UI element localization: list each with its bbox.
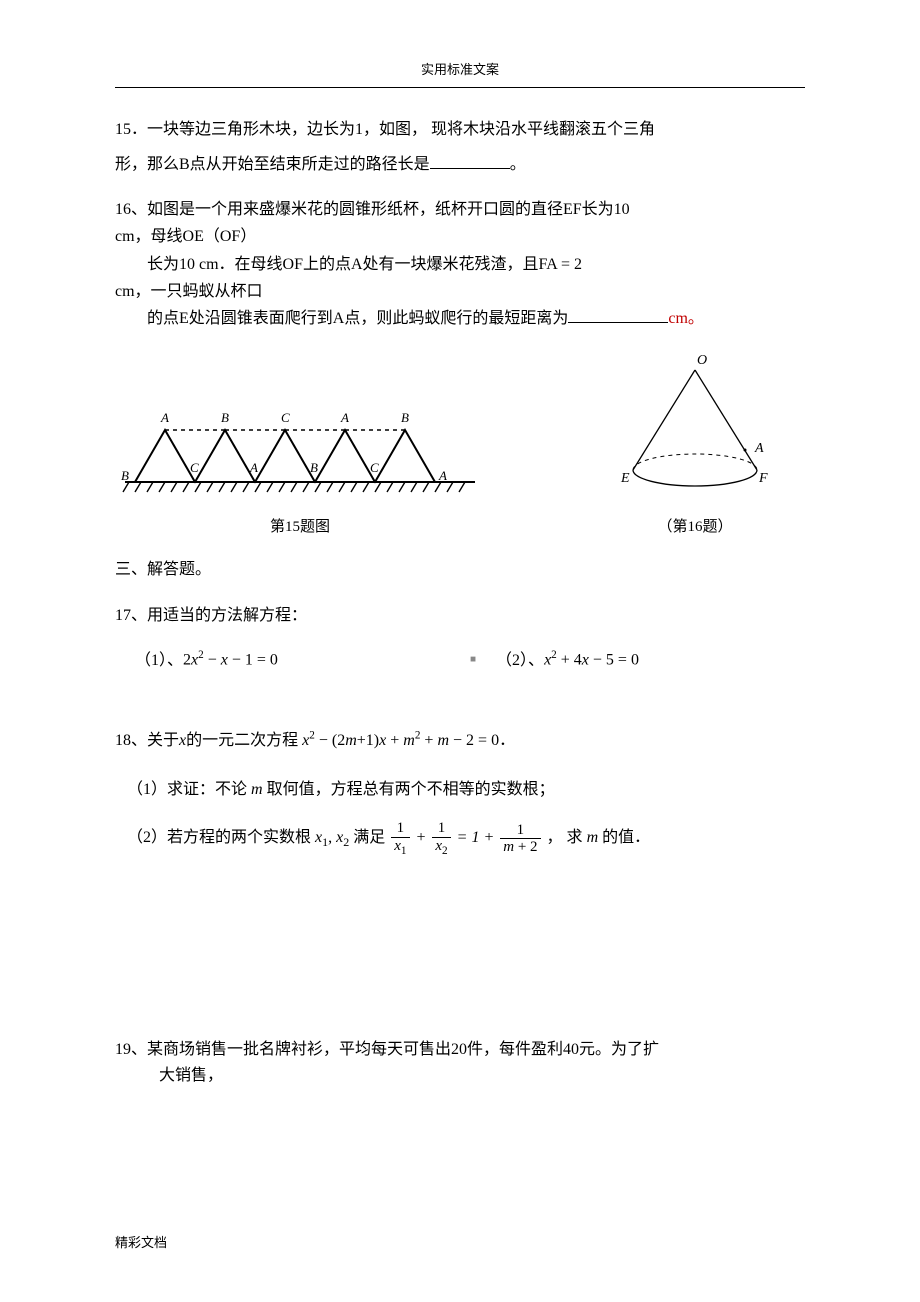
q16-blank — [568, 306, 668, 323]
section-3-heading: 三、解答题。 — [115, 557, 805, 583]
page-header: 实用标准文案 — [115, 60, 805, 81]
tri-label-Bstart: B — [121, 468, 129, 483]
q17-sep-dot: ■ — [470, 652, 476, 668]
q18-frac1-den: x1 — [391, 838, 409, 857]
q16-line2: cm，母线OE（OF） — [115, 228, 256, 245]
q16-line4: cm，一只蚂蚁从杯口 — [115, 283, 263, 300]
q17-eq1: （1）、 2x2 − x − 1 = 0 — [135, 647, 470, 673]
q17-eq1-math: 2x2 − x − 1 = 0 — [183, 647, 278, 673]
tri-label-B2: B — [401, 410, 409, 425]
q18-frac2-den: x2 — [432, 838, 450, 857]
figure-captions: 第15题图 （第16题） — [115, 515, 805, 539]
q18-frac1-num: 1 — [391, 820, 409, 838]
q17-eq2: ■ （2）、 x2 + 4x − 5 = 0 — [470, 647, 805, 673]
q18-frac3-num: 1 — [500, 822, 540, 840]
cone-label-F: F — [758, 471, 768, 486]
q18-p2-pre: （2）若方程的两个实数根 — [127, 829, 315, 846]
page: 实用标准文案 15．一块等边三角形木块，边长为1，如图， 现将木块沿水平线翻滚五… — [0, 0, 920, 1302]
q18-p2-m: m — [587, 829, 599, 846]
q16-unit: cm — [668, 310, 688, 327]
q16: 16、如图是一个用来盛爆米花的圆锥形纸杯，纸杯开口圆的直径EF长为10 cm，母… — [115, 196, 805, 332]
q19-line1: 19、某商场销售一批名牌衬衫，平均每天可售出20件，每件盈利40元。为了扩 — [115, 1037, 805, 1063]
cone-label-E: E — [620, 471, 630, 486]
fig16-caption: （第16题） — [585, 515, 805, 539]
tri-label-B1: B — [221, 410, 229, 425]
figures-row: A B C A B C A B C B A O — [115, 350, 805, 509]
q18-stem: 18、关于x的一元二次方程 x2 − (2m+1)x + m2 + m − 2 … — [115, 723, 805, 758]
q16-line5: 的点E处沿圆锥表面爬行到A点，则此蚂蚁爬行的最短距离为 — [147, 310, 568, 327]
page-footer: 精彩文档 — [115, 1233, 167, 1254]
q15-line1: 15．一块等边三角形木块，边长为1，如图， 现将木块沿水平线翻滚五个三角 — [115, 121, 655, 138]
triangles-svg: A B C A B C A B C B A — [115, 390, 485, 500]
cone-svg: O A E F — [605, 350, 785, 500]
q18-frac1: 1x1 — [391, 820, 409, 857]
q18-p1-post: 取何值，方程总有两个不相等的实数根； — [263, 781, 555, 798]
q19-line2: 大销售， — [127, 1063, 805, 1089]
q16-line1: 16、如图是一个用来盛爆米花的圆锥形纸杯，纸杯开口圆的直径EF长为10 — [115, 201, 630, 218]
q18-frac3-den: m + 2 — [500, 839, 540, 856]
tri-label-C3: C — [370, 460, 379, 475]
tri-label-A1: A — [160, 410, 169, 425]
q18-part1: （1）求证：不论 m 取何值，方程总有两个不相等的实数根； — [127, 777, 805, 803]
q18-pre: 18、关于 — [115, 732, 179, 749]
q17-eq1-label: （1）、 — [135, 648, 183, 674]
q17-stem: 17、用适当的方法解方程： — [115, 598, 805, 633]
q18-frac2: 1x2 — [432, 820, 450, 857]
q18-part2: （2）若方程的两个实数根 x1, x2 满足 1x1 + 1x2 = 1 + 1… — [127, 820, 805, 857]
q18-p1-m: m — [251, 781, 263, 798]
q18-end: ． — [499, 732, 515, 749]
q17-equations: （1）、 2x2 − x − 1 = 0 ■ （2）、 x2 + 4x − 5 … — [135, 647, 805, 673]
q18-eqsign: = 1 + — [457, 829, 495, 846]
q17-eq2-math: x2 + 4x − 5 = 0 — [544, 647, 639, 673]
tri-label-B3: B — [310, 460, 318, 475]
q18-p1-pre: （1）求证：不论 — [127, 781, 251, 798]
q15-line2: 形，那么B点从开始至结束所走过的路径长是 — [115, 156, 430, 173]
q16-line5-end: 。 — [688, 310, 704, 327]
q18-p2-mid2: ， 求 — [547, 829, 587, 846]
cone-label-A: A — [754, 441, 764, 456]
q18-p2-mid1: 满足 — [349, 829, 389, 846]
q18-p2-end: 的值． — [598, 829, 650, 846]
q15-blank — [430, 152, 510, 169]
q18-eq: x2 − (2m+1)x + m2 + m − 2 = 0 — [302, 732, 499, 749]
figure-15: A B C A B C A B C B A — [115, 390, 485, 509]
q16-line5-wrap: 的点E处沿圆锥表面爬行到A点，则此蚂蚁爬行的最短距离为 cm。 — [115, 305, 704, 332]
figure-16: O A E F — [585, 350, 805, 509]
q19: 19、某商场销售一批名牌衬衫，平均每天可售出20件，每件盈利40元。为了扩 大销… — [115, 1037, 805, 1088]
q17-eq2-label: （2）、 — [496, 648, 544, 674]
q15: 15．一块等边三角形木块，边长为1，如图， 现将木块沿水平线翻滚五个三角 形，那… — [115, 112, 805, 182]
q18-mid: 的一元二次方程 — [186, 732, 298, 749]
q16-line3: 长为10 cm．在母线OF上的点A处有一块爆米花残渣，且FA = 2 — [115, 251, 582, 278]
q18-frac3: 1m + 2 — [500, 822, 540, 856]
q15-line2-end: 。 — [510, 156, 526, 173]
cone-label-O: O — [697, 353, 707, 368]
tri-label-Aend: A — [438, 468, 447, 483]
q18-p2-vars: x1, x2 — [315, 829, 349, 846]
q18-frac2-num: 1 — [432, 820, 450, 838]
q18-frac1-sub: 1 — [401, 845, 407, 857]
header-divider — [115, 87, 805, 88]
q18-plus1: + — [416, 829, 427, 846]
tri-label-C1: C — [281, 410, 290, 425]
tri-label-A3: A — [249, 460, 258, 475]
fig15-caption: 第15题图 — [115, 515, 485, 539]
q18-frac2-sub: 2 — [442, 845, 448, 857]
tri-label-C2: C — [190, 460, 199, 475]
tri-label-A2: A — [340, 410, 349, 425]
